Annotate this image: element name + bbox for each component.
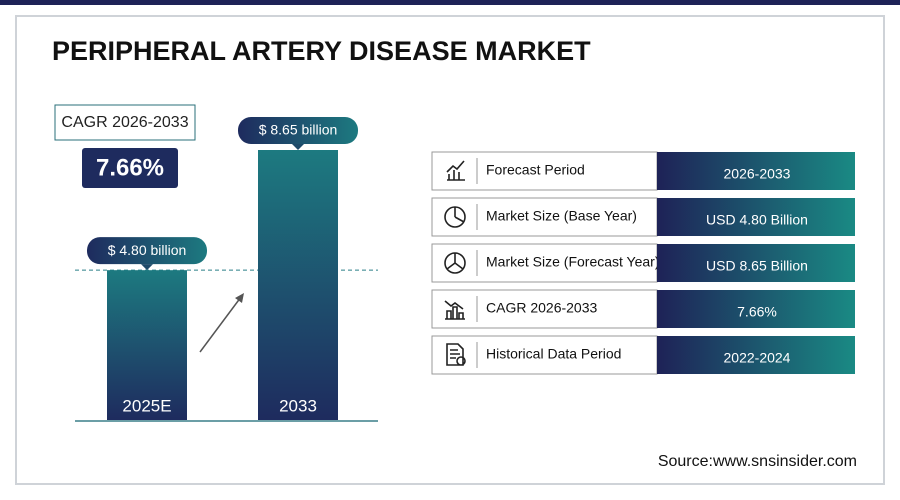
- cagr-value: 7.66%: [96, 154, 164, 181]
- row-label: CAGR 2026-2033: [486, 300, 598, 316]
- row-value-cell: [657, 290, 855, 328]
- pill-pointer: [141, 264, 153, 271]
- row-label-cell: [431, 335, 658, 375]
- row-label: Historical Data Period: [486, 346, 621, 362]
- row-value: 2026-2033: [724, 166, 791, 182]
- bar-chart: 2025E $ 4.80 billion 2033 $ 8.65 billion: [75, 117, 378, 420]
- row-icon: [446, 160, 465, 181]
- summary-table: Forecast Period 2026-2033 Market Size (Bas…: [431, 151, 855, 375]
- top-stripe: [0, 0, 900, 5]
- row-value-cell: [657, 152, 855, 190]
- arrow-head: [235, 293, 244, 303]
- bar: [258, 150, 338, 420]
- cagr-label: CAGR 2026-2033: [61, 114, 188, 131]
- row-value-cell: [657, 336, 855, 374]
- x-tick-label: 2025E: [122, 396, 171, 415]
- row-label: Market Size (Base Year): [486, 208, 637, 224]
- row-value-cell: [657, 198, 855, 236]
- row-value-cell: [657, 244, 855, 282]
- row-icon: [444, 300, 465, 320]
- x-tick-label: 2033: [279, 396, 317, 415]
- row-label: Forecast Period: [486, 162, 585, 178]
- value-label: $ 8.65 billion: [259, 122, 338, 138]
- row-label-cell: [431, 289, 658, 329]
- title: PERIPHERAL ARTERY DISEASE MARKET: [52, 36, 591, 66]
- row-label-cell: [431, 151, 658, 191]
- value-label-pill: [238, 117, 358, 144]
- cagr-value-box: [82, 148, 178, 188]
- row-value: 7.66%: [737, 304, 777, 320]
- value-label: $ 4.80 billion: [108, 242, 187, 258]
- row-label: Market Size (Forecast Year): [486, 254, 660, 270]
- source: Source:www.snsinsider.com: [658, 453, 857, 470]
- row-label-cell: [431, 243, 658, 283]
- cagr-label-box: [54, 104, 196, 141]
- row-value: USD 8.65 Billion: [706, 258, 808, 274]
- growth-arrow: [199, 296, 242, 353]
- row-label-cell: [431, 197, 658, 237]
- row-icon: [446, 343, 466, 366]
- pill-pointer: [292, 144, 304, 150]
- row-value: 2022-2024: [724, 350, 791, 366]
- row-value: USD 4.80 Billion: [706, 212, 808, 228]
- row-icon: [444, 206, 466, 228]
- value-label-pill: [87, 237, 207, 265]
- row-icon: [444, 252, 466, 274]
- bar: [107, 270, 187, 420]
